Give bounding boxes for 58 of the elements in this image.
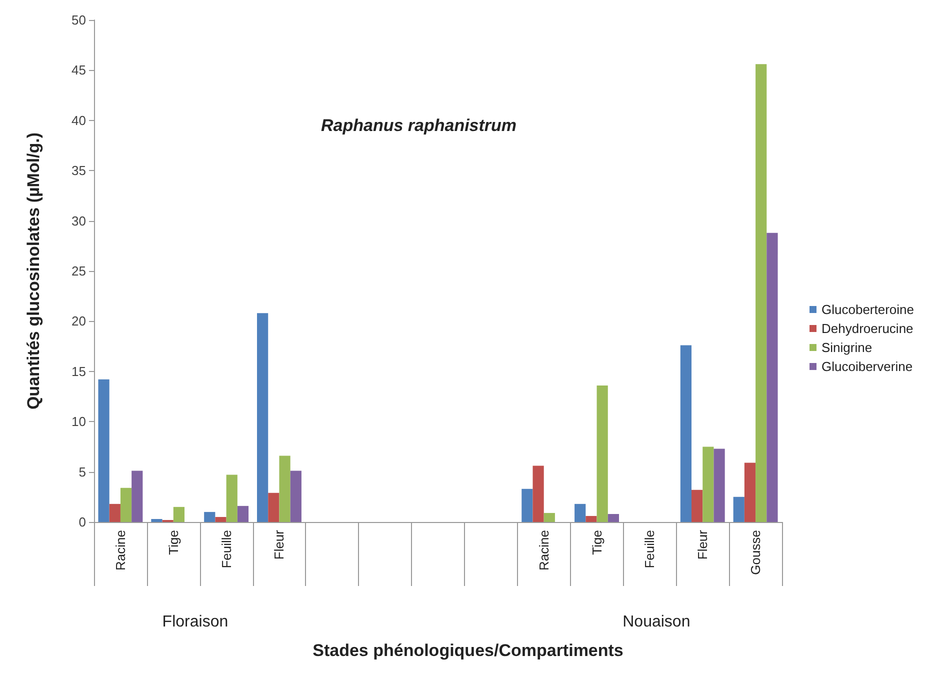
- bar: [268, 492, 280, 522]
- bar: [279, 456, 290, 522]
- x-tick-label: Tige: [166, 530, 181, 555]
- bar: [226, 474, 238, 522]
- y-tick-label: 15: [72, 364, 86, 379]
- bar: [132, 470, 143, 522]
- y-tick-label: 30: [72, 213, 86, 228]
- x-tick-label: Tige: [589, 530, 604, 555]
- bar: [532, 466, 544, 522]
- bar: [702, 446, 714, 522]
- x-axis-title: Stades phénologiques/Compartiments: [312, 641, 624, 660]
- x-tick-label: Fleur: [695, 529, 710, 560]
- legend-label: Glucoberteroine: [822, 302, 914, 317]
- y-tick-label: 5: [78, 464, 86, 480]
- x-tick-label: Gousse: [748, 530, 764, 575]
- bar: [733, 496, 744, 522]
- y-tick-label: 20: [72, 314, 86, 329]
- bar: [586, 516, 597, 522]
- text: Raphanus raphanistrum: [321, 116, 517, 135]
- y-tick-label: 10: [72, 414, 86, 430]
- y-tick-label: 50: [72, 12, 86, 28]
- x-tick-label: Feuille: [642, 530, 658, 568]
- y-tick-label: 45: [72, 62, 86, 78]
- bar: [766, 232, 778, 522]
- legend-label: Dehydroerucine: [822, 321, 914, 336]
- bar: [680, 345, 692, 522]
- x-tick-label: Feuille: [218, 530, 234, 568]
- y-tick-label: 25: [72, 264, 86, 278]
- bar: [290, 470, 302, 522]
- bar: [120, 488, 132, 522]
- bar: [215, 516, 226, 522]
- x-tick-label: Fleur: [272, 529, 287, 560]
- y-tick-label: 35: [72, 163, 86, 178]
- bar: [574, 504, 586, 522]
- bar: [173, 506, 184, 522]
- legend-label: Sinigrine: [822, 340, 872, 355]
- bar: [714, 448, 725, 522]
- bar: [151, 518, 162, 522]
- bar: [109, 504, 120, 522]
- bar: [544, 512, 555, 522]
- bar: [257, 313, 268, 522]
- bar: [237, 506, 249, 522]
- bar: [692, 490, 703, 522]
- bar: [98, 379, 110, 522]
- text: Floraison: [162, 614, 228, 630]
- bar: [522, 488, 533, 522]
- x-tick-label: Racine: [536, 530, 552, 570]
- y-axis-title: Quantités glucosinolates (µMol/g.): [24, 132, 43, 410]
- legend-label: Glucoiberverine: [822, 359, 913, 374]
- text: Nouaison: [622, 614, 690, 630]
- bar: [204, 512, 216, 522]
- y-tick-label: 40: [72, 112, 86, 128]
- y-tick-label: 0: [78, 514, 86, 530]
- bar: [596, 385, 608, 522]
- x-tick-label: Racine: [112, 530, 128, 570]
- bar: [756, 64, 767, 522]
- bar: [744, 462, 756, 522]
- bar: [608, 514, 619, 522]
